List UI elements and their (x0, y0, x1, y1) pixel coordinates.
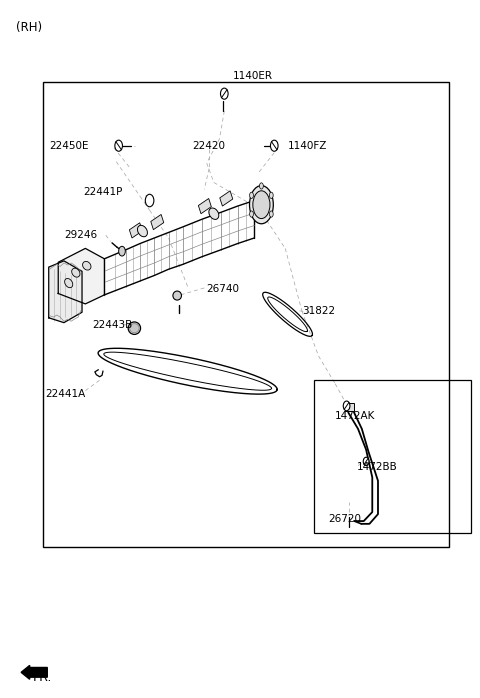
Bar (130, 223, 143, 238)
Ellipse shape (130, 324, 139, 333)
Ellipse shape (209, 208, 219, 219)
Ellipse shape (83, 262, 91, 270)
Text: 31822: 31822 (302, 306, 335, 315)
Circle shape (145, 194, 154, 207)
Polygon shape (58, 248, 104, 304)
Ellipse shape (250, 186, 273, 224)
Text: 1472BB: 1472BB (357, 462, 397, 472)
Ellipse shape (269, 192, 273, 198)
Text: 26720: 26720 (328, 514, 361, 524)
Circle shape (343, 401, 350, 410)
Text: (RH): (RH) (16, 21, 43, 34)
Bar (220, 191, 233, 206)
Ellipse shape (253, 191, 270, 218)
Text: 22441A: 22441A (45, 389, 85, 399)
Circle shape (119, 246, 125, 256)
Text: 29246: 29246 (64, 230, 97, 240)
Ellipse shape (72, 268, 80, 277)
Circle shape (270, 140, 278, 151)
Ellipse shape (260, 183, 264, 189)
Ellipse shape (65, 279, 73, 288)
Circle shape (220, 88, 228, 99)
Text: 1140ER: 1140ER (233, 71, 273, 82)
Bar (43, 82, 449, 547)
Bar (314, 380, 471, 533)
Bar (198, 198, 211, 214)
Text: 26740: 26740 (207, 283, 240, 294)
Ellipse shape (250, 211, 253, 217)
Circle shape (115, 140, 122, 151)
Ellipse shape (250, 192, 253, 198)
Ellipse shape (269, 211, 273, 217)
Polygon shape (48, 261, 82, 322)
Text: 22420: 22420 (192, 142, 226, 151)
Ellipse shape (137, 225, 147, 237)
Bar (151, 214, 164, 230)
Text: 1140FZ: 1140FZ (288, 142, 327, 151)
Ellipse shape (173, 291, 181, 300)
Text: FR.: FR. (33, 671, 52, 683)
Text: 22450E: 22450E (49, 142, 89, 151)
Text: 22443B: 22443B (93, 320, 133, 329)
FancyArrow shape (21, 665, 48, 679)
Bar (345, 403, 354, 411)
Text: 22441P: 22441P (83, 187, 122, 198)
Circle shape (363, 457, 369, 466)
Ellipse shape (128, 322, 141, 334)
Text: 1472AK: 1472AK (335, 411, 375, 422)
